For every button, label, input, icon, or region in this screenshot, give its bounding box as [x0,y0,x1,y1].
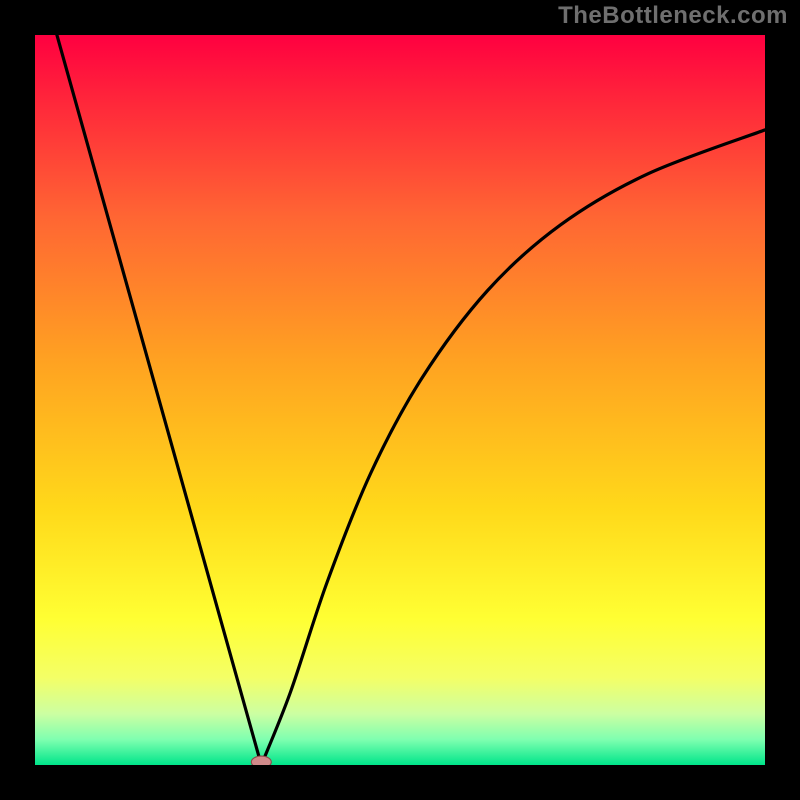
watermark-label: TheBottleneck.com [558,2,788,30]
plot-background-gradient [35,35,765,765]
chart-canvas [0,0,800,800]
stage: TheBottleneck.com [0,0,800,800]
